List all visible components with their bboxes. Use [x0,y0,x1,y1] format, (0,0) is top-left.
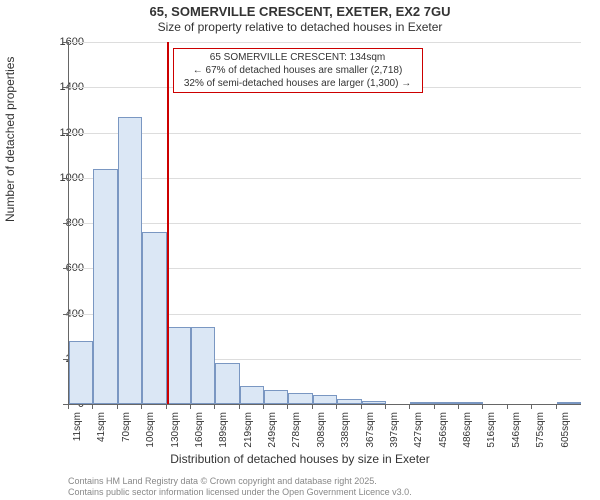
x-tick-mark [117,404,118,409]
x-tick-mark [312,404,313,409]
reference-line [167,42,169,404]
histogram-bar [410,402,434,404]
x-tick-mark [92,404,93,409]
histogram-bar [337,399,361,404]
x-tick-label: 427sqm [413,412,424,452]
x-tick-mark [239,404,240,409]
x-tick-label: 160sqm [194,412,205,452]
x-tick-mark [263,404,264,409]
x-tick-label: 605sqm [560,412,571,452]
footer-attribution: Contains HM Land Registry data © Crown c… [68,476,412,499]
chart-subtitle: Size of property relative to detached ho… [0,20,600,35]
histogram-bar [459,402,483,404]
annotation-line: 32% of semi-detached houses are larger (… [178,77,418,90]
annotation-box: 65 SOMERVILLE CRESCENT: 134sqm← 67% of d… [173,48,423,93]
plot-area: 65 SOMERVILLE CRESCENT: 134sqm← 67% of d… [68,42,581,405]
y-axis-label: Number of detached properties [3,57,17,222]
x-tick-mark [434,404,435,409]
x-tick-mark [556,404,557,409]
x-tick-label: 11sqm [72,412,83,452]
x-tick-label: 516sqm [486,412,497,452]
chart-title: 65, SOMERVILLE CRESCENT, EXETER, EX2 7GU [0,4,600,20]
histogram-bar [362,401,386,404]
annotation-line: ← 67% of detached houses are smaller (2,… [178,64,418,77]
x-tick-mark [482,404,483,409]
x-tick-mark [385,404,386,409]
x-tick-label: 456sqm [438,412,449,452]
histogram-bar [313,395,337,404]
histogram-bar [142,232,166,404]
histogram-bar [118,117,142,404]
x-axis-label: Distribution of detached houses by size … [0,452,600,466]
chart-title-block: 65, SOMERVILLE CRESCENT, EXETER, EX2 7GU… [0,4,600,35]
x-tick-mark [214,404,215,409]
annotation-line: 65 SOMERVILLE CRESCENT: 134sqm [178,51,418,64]
x-tick-mark [336,404,337,409]
x-tick-label: 308sqm [316,412,327,452]
x-tick-label: 100sqm [145,412,156,452]
x-tick-label: 41sqm [96,412,107,452]
histogram-bar [288,393,312,404]
histogram-bar [240,386,264,404]
x-tick-mark [507,404,508,409]
x-tick-mark [361,404,362,409]
x-tick-mark [287,404,288,409]
histogram-bar [93,169,117,404]
x-tick-mark [458,404,459,409]
x-tick-label: 249sqm [267,412,278,452]
histogram-bar [215,363,239,404]
x-tick-label: 546sqm [511,412,522,452]
x-tick-label: 397sqm [389,412,400,452]
x-tick-label: 70sqm [121,412,132,452]
histogram-bar [69,341,93,404]
x-tick-mark [166,404,167,409]
x-tick-label: 130sqm [170,412,181,452]
histogram-chart: 65, SOMERVILLE CRESCENT, EXETER, EX2 7GU… [0,0,600,500]
grid-line [69,42,581,43]
histogram-bar [557,402,581,404]
x-tick-label: 367sqm [365,412,376,452]
x-tick-mark [141,404,142,409]
histogram-bar [167,327,191,404]
x-tick-label: 278sqm [291,412,302,452]
x-tick-label: 575sqm [535,412,546,452]
histogram-bar [264,390,288,404]
footer-line-2: Contains public sector information licen… [68,487,412,498]
grid-line [69,223,581,224]
x-tick-label: 338sqm [340,412,351,452]
grid-line [69,178,581,179]
x-tick-mark [409,404,410,409]
grid-line [69,133,581,134]
x-tick-mark [68,404,69,409]
histogram-bar [435,402,459,404]
x-tick-mark [531,404,532,409]
x-tick-label: 219sqm [243,412,254,452]
x-tick-mark [190,404,191,409]
x-tick-label: 486sqm [462,412,473,452]
x-tick-label: 189sqm [218,412,229,452]
histogram-bar [191,327,215,404]
footer-line-1: Contains HM Land Registry data © Crown c… [68,476,412,487]
